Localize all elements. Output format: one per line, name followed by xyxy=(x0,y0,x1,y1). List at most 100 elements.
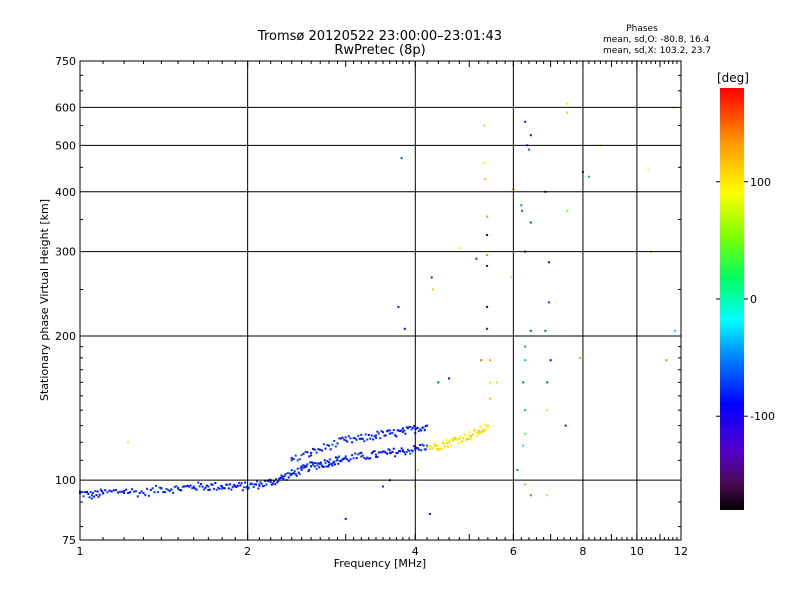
trace-point xyxy=(156,491,159,494)
trace-point xyxy=(316,464,319,467)
trace-point xyxy=(138,492,141,494)
trace-point xyxy=(475,434,478,437)
scatter-point xyxy=(524,120,527,123)
trace-point xyxy=(293,470,296,473)
trace-point xyxy=(188,485,191,488)
trace-point xyxy=(255,483,257,486)
trace-point xyxy=(298,473,301,476)
trace-point xyxy=(243,486,245,489)
trace-point xyxy=(142,492,145,494)
scatter-point xyxy=(520,204,523,207)
scatter-point xyxy=(458,247,461,250)
trace-point xyxy=(172,491,175,494)
trace-point xyxy=(121,490,124,493)
trace-point xyxy=(405,451,408,453)
trace-point xyxy=(312,463,314,466)
trace-point xyxy=(80,491,83,494)
trace-point xyxy=(204,486,207,489)
trace-point xyxy=(222,487,225,490)
trace-point xyxy=(309,461,312,464)
x-tick-label: 1 xyxy=(77,545,84,558)
trace-point xyxy=(377,432,380,435)
trace-point xyxy=(210,483,213,486)
trace-point xyxy=(390,432,393,435)
trace-point xyxy=(267,480,270,482)
trace-point xyxy=(294,454,297,457)
scatter-point xyxy=(400,157,403,160)
trace-point xyxy=(457,442,460,445)
trace-point xyxy=(360,455,363,458)
trace-point xyxy=(177,487,180,490)
trace-point xyxy=(317,462,320,465)
trace-point xyxy=(321,449,323,452)
y-tick-label: 600 xyxy=(55,101,76,114)
trace-point xyxy=(295,474,298,477)
scatter-point xyxy=(524,432,527,435)
colorbar-tick-label: -100 xyxy=(750,410,775,423)
trace-point xyxy=(117,491,119,494)
trace-point xyxy=(301,466,304,469)
trace-point xyxy=(261,485,264,488)
trace-point xyxy=(95,494,98,496)
trace-point xyxy=(344,455,347,458)
trace-point xyxy=(322,465,325,468)
trace-point xyxy=(89,491,92,493)
trace-point xyxy=(251,483,254,486)
trace-point xyxy=(409,452,412,455)
trace-point xyxy=(283,475,286,478)
trace-point xyxy=(352,457,355,460)
trace-point xyxy=(346,458,349,461)
trace-point xyxy=(428,448,431,451)
trace-point xyxy=(173,485,176,488)
trace-point xyxy=(282,477,285,480)
scatter-point xyxy=(673,329,676,332)
trace-point xyxy=(144,494,147,497)
trace-point xyxy=(252,486,255,488)
scatter-point xyxy=(529,221,532,224)
trace-point xyxy=(410,449,413,452)
scatter-point xyxy=(495,381,498,384)
trace-point xyxy=(398,429,400,432)
trace-point xyxy=(249,483,252,486)
trace-point xyxy=(270,483,273,486)
trace-point xyxy=(155,484,158,487)
scatter-point xyxy=(549,359,552,362)
trace-point xyxy=(134,490,137,493)
trace-point xyxy=(382,450,384,453)
trace-point xyxy=(327,465,330,468)
trace-point xyxy=(110,490,113,493)
trace-point xyxy=(366,438,369,441)
trace-point xyxy=(383,434,386,437)
trace-point xyxy=(474,431,477,434)
trace-point xyxy=(328,461,330,464)
scatter-point xyxy=(489,359,492,362)
trace-point xyxy=(336,456,339,459)
trace-point xyxy=(90,494,93,497)
trace-point xyxy=(349,437,352,440)
scatter-point xyxy=(489,397,492,400)
trace-point xyxy=(328,463,330,466)
trace-point xyxy=(360,437,363,440)
trace-point xyxy=(372,450,375,453)
trace-point xyxy=(426,444,429,447)
trace-point xyxy=(394,455,397,458)
colorbar-label: [deg] xyxy=(717,71,749,85)
trace-point xyxy=(465,439,468,441)
trace-point xyxy=(146,487,149,490)
trace-point xyxy=(281,475,284,478)
trace-point xyxy=(361,454,364,457)
trace-point xyxy=(459,435,462,438)
trace-point xyxy=(386,452,389,455)
trace-point xyxy=(299,466,302,469)
scatter-point xyxy=(547,301,550,304)
trace-point xyxy=(366,456,369,459)
trace-point xyxy=(432,442,435,445)
trace-point xyxy=(185,485,187,488)
trace-point xyxy=(349,458,352,461)
trace-point xyxy=(324,462,327,465)
trace-point xyxy=(332,461,335,464)
trace-point xyxy=(338,437,341,440)
trace-point xyxy=(217,486,220,489)
scatter-point xyxy=(403,327,406,330)
